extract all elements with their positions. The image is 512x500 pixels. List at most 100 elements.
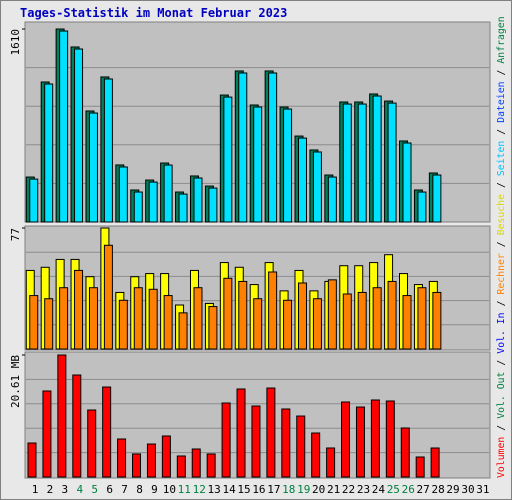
legend-separator: /: [496, 182, 507, 188]
bar: [117, 438, 127, 478]
legend-separator: /: [496, 425, 507, 431]
bar: [59, 30, 69, 223]
bar: [372, 95, 382, 223]
x-tick-label: 25: [387, 483, 400, 496]
legend-entry: Rechner: [496, 253, 507, 294]
bar: [176, 455, 186, 478]
x-tick-label: 18: [282, 483, 295, 496]
x-tick-label: 8: [136, 483, 143, 496]
bar: [417, 191, 427, 223]
x-tick-label: 27: [417, 483, 430, 496]
x-tick-label: 3: [62, 483, 69, 496]
bar: [178, 312, 188, 350]
bar: [268, 72, 278, 223]
legend-entry: Volumen: [496, 437, 507, 478]
bar: [44, 83, 54, 223]
bar: [402, 295, 412, 350]
bar: [415, 456, 425, 478]
bar: [74, 48, 84, 223]
x-tick-label: 20: [312, 483, 325, 496]
bar: [385, 400, 395, 478]
y-tick-label: 77: [9, 228, 22, 241]
bar: [148, 181, 158, 223]
bar: [74, 269, 84, 350]
bar: [341, 401, 351, 478]
bar: [163, 164, 173, 223]
bar: [266, 387, 276, 478]
x-tick-label: 11: [178, 483, 191, 496]
legend-entry: Besuche: [496, 194, 507, 235]
x-tick-label: 16: [252, 483, 265, 496]
x-tick-label: 15: [237, 483, 250, 496]
legend-separator: /: [496, 241, 507, 247]
x-tick-label: 17: [267, 483, 280, 496]
x-tick-label: 30: [461, 483, 474, 496]
legend-separator: /: [496, 70, 507, 76]
bar: [432, 174, 442, 223]
x-tick-label: 4: [76, 483, 83, 496]
bar: [193, 287, 203, 350]
bar: [370, 399, 380, 478]
chart-title: Tages-Statistik im Monat Februar 2023: [20, 6, 287, 20]
bar: [221, 402, 231, 478]
x-tick-label: 21: [327, 483, 340, 496]
bar: [132, 453, 142, 478]
bar: [44, 298, 54, 350]
bar: [268, 271, 278, 350]
bar: [430, 447, 440, 478]
bar: [146, 443, 156, 478]
bar: [206, 453, 216, 478]
bar: [223, 277, 233, 350]
bar: [193, 177, 203, 223]
bar: [88, 287, 98, 350]
bar: [118, 166, 128, 223]
bar: [357, 291, 367, 350]
x-tick-label: 29: [446, 483, 459, 496]
bar: [296, 415, 306, 478]
bar: [148, 288, 158, 350]
y-tick-label: 20.61 MB: [9, 355, 22, 408]
legend-entry: Dateien: [496, 81, 507, 122]
bar: [42, 390, 52, 478]
x-tick-label: 9: [151, 483, 158, 496]
bar: [253, 298, 263, 350]
bar: [163, 295, 173, 350]
x-tick-label: 13: [208, 483, 221, 496]
bar: [236, 388, 246, 478]
bar: [387, 102, 397, 223]
legend-entry: Vol. Out: [496, 372, 507, 419]
bar: [402, 142, 412, 223]
bar: [29, 295, 39, 350]
bar: [88, 112, 98, 223]
x-tick-label: 6: [106, 483, 113, 496]
x-tick-label: 19: [297, 483, 310, 496]
bar: [191, 448, 201, 478]
x-tick-label: 26: [402, 483, 415, 496]
legend-entry: Anfragen: [496, 16, 507, 63]
bar: [355, 406, 365, 478]
bar: [327, 279, 337, 350]
legend-entry: Seiten: [496, 141, 507, 176]
x-tick-label: 12: [193, 483, 206, 496]
bar: [297, 282, 307, 350]
x-tick-label: 23: [357, 483, 370, 496]
legend-separator: /: [496, 129, 507, 135]
bar: [208, 306, 218, 350]
bar: [432, 291, 442, 350]
bar: [400, 427, 410, 478]
legend-entry: Vol. In: [496, 312, 507, 353]
bar: [59, 287, 69, 350]
bar: [57, 354, 67, 478]
bar: [27, 442, 37, 478]
legend: Volumen / Vol. Out / Vol. In / Rechner / Besuche…: [496, 16, 507, 478]
bar: [118, 299, 128, 350]
bar: [283, 299, 293, 350]
bar: [312, 151, 322, 223]
bar: [238, 72, 248, 223]
bar: [72, 374, 82, 478]
x-tick-label: 31: [476, 483, 489, 496]
bar: [238, 280, 248, 350]
bar: [283, 108, 293, 223]
bar: [311, 432, 321, 478]
